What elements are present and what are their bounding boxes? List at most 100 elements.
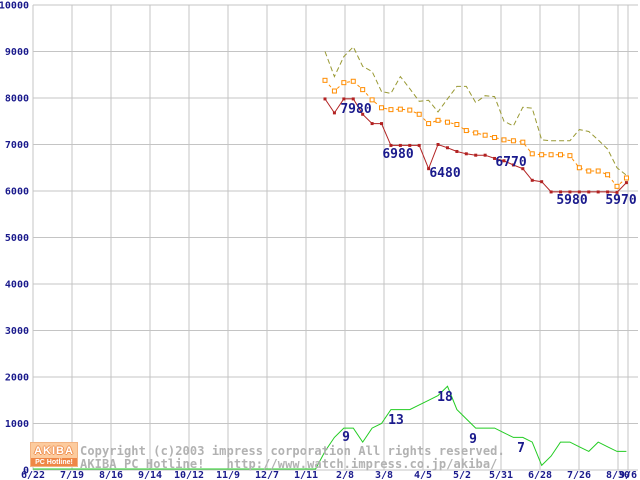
data-point-marker (501, 137, 507, 143)
x-tick-label: 7/19 (60, 470, 84, 480)
y-tick-label: 8000 (5, 94, 29, 105)
data-point-marker (623, 175, 629, 181)
data-point-label: 5980 (556, 193, 587, 208)
logo-akiba-text: AKIBA (34, 444, 74, 457)
x-tick-label: 1/11 (294, 470, 318, 480)
data-point-marker (605, 172, 611, 178)
data-point-marker (493, 156, 497, 160)
x-tick-label: 3/8 (375, 470, 393, 480)
data-point-marker (473, 130, 479, 136)
y-tick-label: 3000 (5, 326, 29, 337)
data-point-marker (408, 143, 412, 147)
y-axis-labels: 0 1000 2000 3000 4000 5000 6000 7000 8000 9000 100… (0, 1, 29, 477)
data-point-marker (360, 87, 366, 93)
data-point-marker (511, 163, 515, 167)
data-point-marker (587, 190, 591, 194)
data-point-marker (558, 152, 563, 158)
data-point-marker (586, 168, 592, 174)
data-point-marker (379, 105, 385, 111)
data-point-marker (615, 190, 619, 194)
data-point-marker (539, 152, 545, 158)
y-tick-label: 7000 (5, 140, 29, 151)
data-point-marker (417, 143, 421, 147)
data-point-marker (342, 97, 346, 101)
data-point-marker (361, 112, 365, 116)
x-tick-label: 10/12 (174, 470, 204, 480)
data-point-marker (454, 122, 460, 128)
data-point-marker (492, 135, 498, 141)
y-tick-label: 5000 (5, 233, 29, 244)
data-point-marker (398, 143, 402, 147)
data-point-marker (341, 80, 347, 86)
data-point-marker (426, 121, 432, 127)
data-point-marker (540, 180, 544, 184)
x-tick-label: 12/7 (255, 470, 279, 480)
data-point-label: 7980 (340, 102, 371, 117)
data-point-marker (444, 119, 450, 125)
data-point-marker (464, 152, 468, 156)
data-point-marker (427, 167, 431, 171)
series-shop-count (33, 385, 627, 470)
series-highest-price (324, 46, 627, 176)
data-point-marker (407, 107, 413, 113)
data-point-marker (549, 190, 553, 194)
data-point-marker (521, 167, 525, 171)
x-tick-label: 7/26 (567, 470, 591, 480)
data-point-label: 6770 (495, 155, 526, 170)
data-point-marker (331, 88, 337, 94)
data-point-marker (568, 190, 572, 194)
data-point-marker (455, 149, 459, 153)
y-tick-label: 6000 (5, 187, 29, 198)
akiba-pc-hotline-logo: AKIBA PC Hotline! (30, 442, 78, 467)
series-lowest-price (323, 97, 628, 194)
data-point-marker (445, 146, 449, 150)
data-point-marker (369, 97, 375, 103)
data-point-marker (530, 178, 534, 182)
grid (32, 4, 638, 471)
x-tick-label: 8/16 (99, 470, 123, 480)
x-tick-label: 5/2 (453, 470, 471, 480)
data-point-label: 6480 (429, 166, 460, 181)
copyright-line-2: AKIBA PC Hotline! http://www.watch.impre… (80, 457, 498, 471)
data-point-marker (380, 122, 384, 126)
x-tick-label: 2/8 (336, 470, 354, 480)
data-point-marker (596, 190, 600, 194)
data-point-marker (416, 111, 422, 117)
data-point-label: 6980 (382, 147, 413, 162)
data-point-marker (397, 106, 403, 112)
x-tick-label: 11/9 (216, 470, 240, 480)
data-point-marker (370, 122, 374, 126)
copyright-line-1: Copyright (c)2003 impress corporation Al… (80, 444, 505, 458)
data-point-marker (351, 97, 355, 101)
y-tick-label: 10000 (0, 1, 29, 12)
annotations: 7980 6980 6480 6770 5980 5970 9 13 18 9 7 (340, 102, 636, 456)
data-point-label: 9 (469, 432, 477, 447)
data-point-label: 9 (342, 430, 350, 445)
y-tick-label: 2000 (5, 373, 29, 384)
data-point-label: 18 (437, 390, 453, 405)
x-tick-label: 9/14 (138, 470, 162, 480)
data-point-marker (595, 168, 601, 174)
x-tick-label: 9/6 (619, 470, 637, 480)
data-point-marker (548, 152, 554, 158)
data-point-marker (389, 143, 393, 147)
data-point-marker (510, 138, 516, 144)
x-axis-labels: 6/22 7/19 8/16 9/14 10/12 11/9 12/7 1/11 2/8 3/8 4… (21, 470, 637, 480)
data-point-marker (388, 107, 394, 113)
data-point-marker (323, 97, 327, 101)
data-point-marker (332, 111, 336, 115)
data-point-marker (474, 153, 478, 157)
logo-pc-hotline-text: PC Hotline! (31, 458, 77, 466)
y-tick-label: 4000 (5, 280, 29, 291)
x-tick-label: 8/30 (606, 470, 630, 480)
data-point-label: 7 (517, 441, 525, 456)
y-tick-label: 9000 (5, 47, 29, 58)
data-point-marker (559, 190, 562, 194)
data-point-marker (567, 153, 573, 159)
data-point-label: 13 (388, 413, 404, 428)
y-tick-label: 1000 (5, 419, 29, 430)
data-point-marker (614, 183, 620, 189)
data-point-marker (606, 190, 610, 194)
